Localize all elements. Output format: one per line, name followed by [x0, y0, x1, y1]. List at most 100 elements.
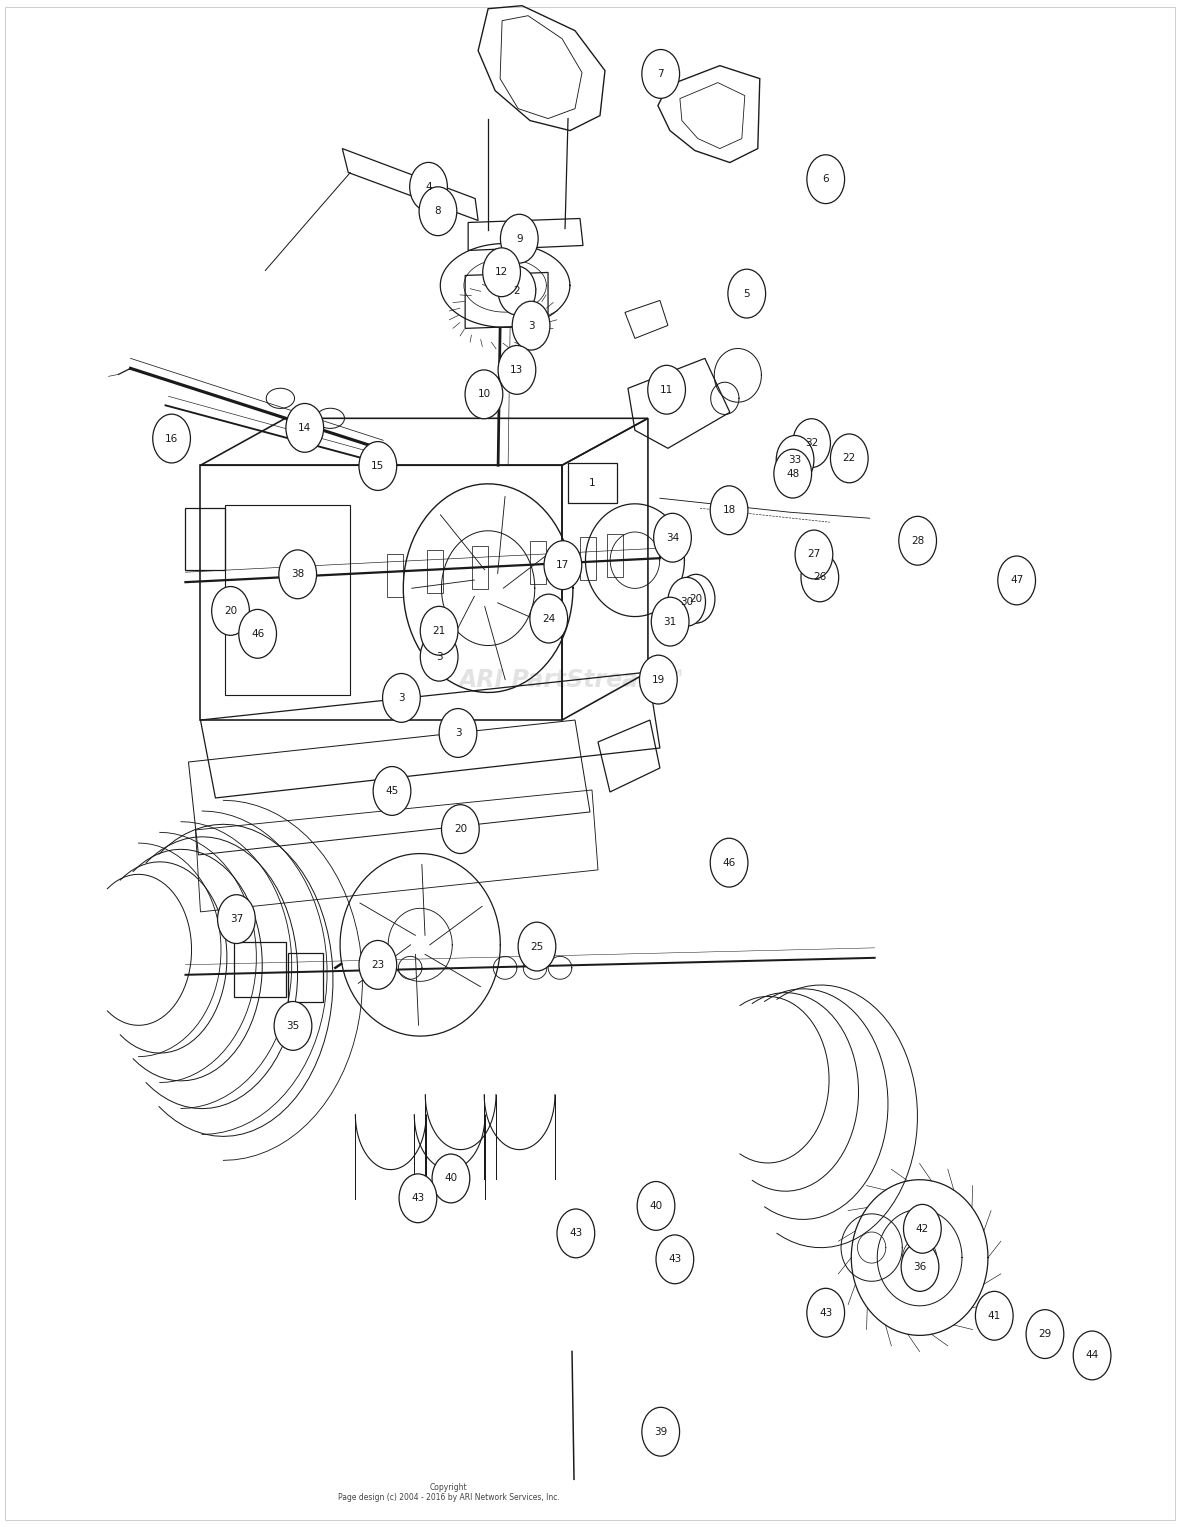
Text: 36: 36 [913, 1261, 926, 1272]
Circle shape [793, 418, 831, 467]
Circle shape [668, 577, 706, 626]
Text: 18: 18 [722, 505, 735, 515]
Text: 31: 31 [663, 617, 677, 626]
Circle shape [998, 556, 1036, 605]
Circle shape [807, 1289, 845, 1338]
Text: 27: 27 [807, 550, 820, 559]
Circle shape [512, 301, 550, 350]
Text: 10: 10 [478, 389, 491, 399]
Text: 43: 43 [819, 1307, 832, 1318]
Circle shape [278, 550, 316, 599]
Text: 37: 37 [230, 915, 243, 924]
Text: 11: 11 [660, 385, 674, 394]
Text: 46: 46 [251, 629, 264, 638]
Text: 12: 12 [494, 267, 509, 278]
Text: 21: 21 [433, 626, 446, 635]
Text: 13: 13 [510, 365, 524, 376]
Text: Copyright
Page design (c) 2004 - 2016 by ARI Network Services, Inc.: Copyright Page design (c) 2004 - 2016 by… [337, 1483, 559, 1503]
Circle shape [498, 266, 536, 315]
Circle shape [899, 516, 937, 565]
Text: 19: 19 [651, 675, 666, 684]
Circle shape [710, 486, 748, 534]
Circle shape [286, 403, 323, 452]
Text: 17: 17 [556, 560, 570, 570]
Circle shape [710, 838, 748, 887]
Text: 29: 29 [1038, 1328, 1051, 1339]
Text: 7: 7 [657, 69, 664, 79]
Text: 43: 43 [412, 1193, 425, 1203]
Text: 26: 26 [813, 573, 826, 582]
Text: 3: 3 [398, 693, 405, 702]
Text: 33: 33 [788, 455, 801, 464]
Circle shape [642, 1408, 680, 1457]
Text: 46: 46 [722, 858, 735, 867]
Circle shape [498, 345, 536, 394]
Circle shape [500, 214, 538, 263]
Circle shape [807, 154, 845, 203]
Circle shape [801, 553, 839, 602]
Text: 6: 6 [822, 174, 830, 185]
Text: 48: 48 [786, 469, 799, 478]
Text: 4: 4 [425, 182, 432, 192]
Circle shape [776, 435, 814, 484]
Text: 41: 41 [988, 1310, 1001, 1321]
Text: 44: 44 [1086, 1350, 1099, 1361]
Text: 35: 35 [287, 1022, 300, 1031]
Circle shape [976, 1292, 1014, 1341]
Circle shape [902, 1243, 939, 1292]
Text: 3: 3 [435, 652, 442, 661]
Text: 14: 14 [299, 423, 312, 432]
Circle shape [465, 370, 503, 418]
Circle shape [544, 541, 582, 589]
Circle shape [728, 269, 766, 318]
Circle shape [217, 895, 255, 944]
Text: 9: 9 [516, 234, 523, 244]
Text: 30: 30 [680, 597, 693, 606]
Text: 24: 24 [542, 614, 556, 623]
Text: 20: 20 [224, 606, 237, 615]
Circle shape [432, 1154, 470, 1203]
Text: 39: 39 [654, 1426, 668, 1437]
Circle shape [677, 574, 715, 623]
Text: 28: 28 [911, 536, 924, 545]
Text: 2: 2 [513, 286, 520, 296]
Text: ARI PartStream™: ARI PartStream™ [458, 667, 687, 692]
Text: 40: 40 [649, 1200, 662, 1211]
Text: 16: 16 [165, 434, 178, 443]
Circle shape [642, 49, 680, 98]
Circle shape [774, 449, 812, 498]
FancyBboxPatch shape [568, 463, 617, 502]
Circle shape [1074, 1332, 1110, 1380]
Text: 22: 22 [843, 454, 856, 463]
Circle shape [373, 767, 411, 815]
Circle shape [274, 1002, 312, 1051]
Circle shape [439, 709, 477, 757]
Circle shape [483, 247, 520, 296]
Text: 45: 45 [386, 786, 399, 796]
Text: 1: 1 [589, 478, 596, 487]
Circle shape [399, 1174, 437, 1223]
Text: 20: 20 [689, 594, 702, 603]
Circle shape [238, 609, 276, 658]
Circle shape [651, 597, 689, 646]
Text: 5: 5 [743, 289, 750, 299]
Circle shape [152, 414, 190, 463]
Text: 23: 23 [372, 960, 385, 970]
Circle shape [904, 1205, 942, 1254]
Circle shape [831, 434, 868, 483]
Text: 43: 43 [569, 1228, 583, 1238]
Text: 47: 47 [1010, 576, 1023, 585]
Circle shape [557, 1209, 595, 1258]
Circle shape [441, 805, 479, 854]
Circle shape [654, 513, 691, 562]
Text: 38: 38 [291, 570, 304, 579]
Text: 25: 25 [530, 942, 544, 951]
Circle shape [382, 673, 420, 722]
Circle shape [637, 1182, 675, 1231]
Circle shape [409, 162, 447, 211]
Text: 8: 8 [434, 206, 441, 217]
Text: 40: 40 [445, 1173, 458, 1183]
Text: 32: 32 [805, 438, 818, 447]
Text: 3: 3 [527, 321, 535, 331]
Circle shape [359, 941, 396, 989]
